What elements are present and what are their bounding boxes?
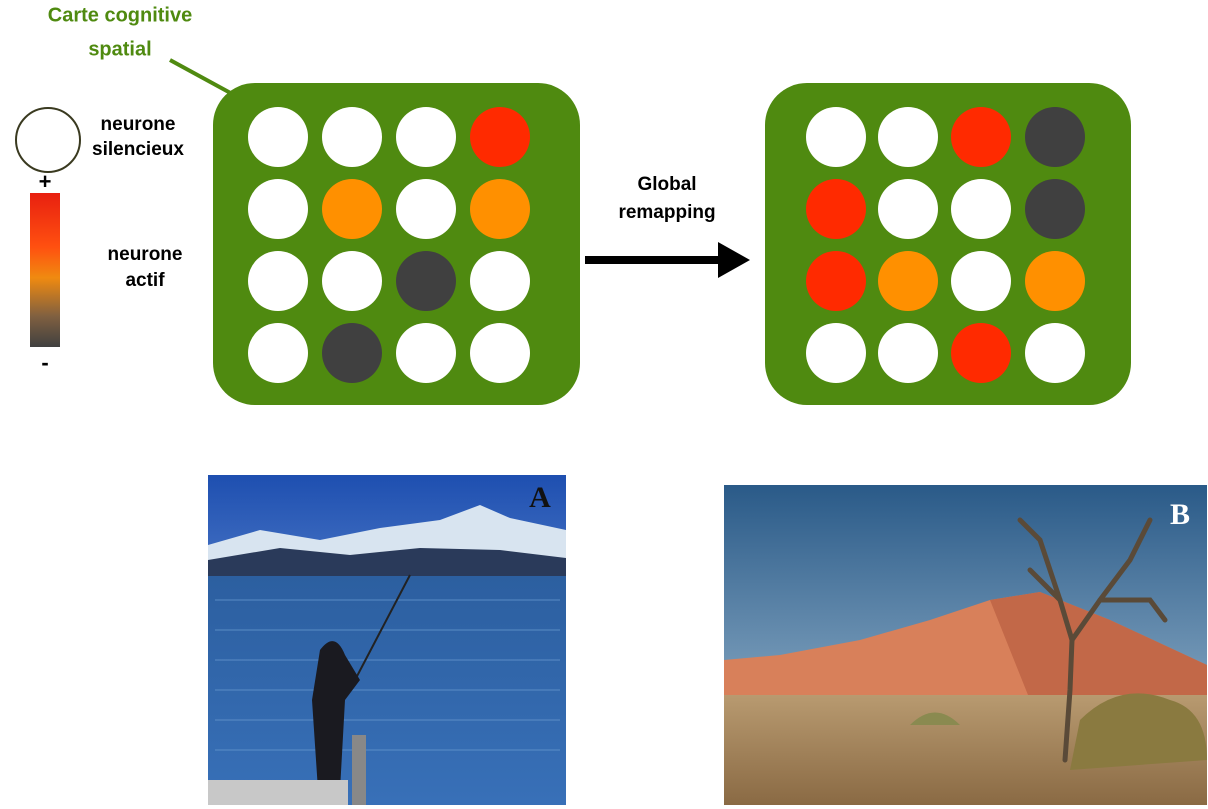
neuron — [322, 323, 382, 383]
activity-scale — [30, 193, 60, 347]
neuron — [951, 179, 1011, 239]
map-label: spatial — [88, 38, 151, 60]
scale-minus: - — [41, 350, 48, 375]
silent-label: neurone — [101, 114, 176, 135]
neuron — [951, 323, 1011, 383]
silent-label: silencieux — [92, 139, 184, 160]
neuron — [1025, 323, 1085, 383]
active-label: actif — [125, 270, 165, 291]
neuron — [806, 179, 866, 239]
neuron — [248, 251, 308, 311]
neuron — [878, 179, 938, 239]
neuron — [470, 323, 530, 383]
neuron — [470, 179, 530, 239]
photo-label: B — [1170, 498, 1190, 531]
neuron — [322, 179, 382, 239]
neuron — [878, 323, 938, 383]
neuron — [806, 251, 866, 311]
neuron — [248, 179, 308, 239]
neuron — [470, 251, 530, 311]
neuron — [951, 251, 1011, 311]
neuron — [396, 323, 456, 383]
neuron — [248, 323, 308, 383]
neuron — [396, 251, 456, 311]
photo-a — [208, 475, 566, 805]
arrow-head — [718, 242, 750, 278]
neuron — [951, 107, 1011, 167]
neuron — [1025, 251, 1085, 311]
neuron — [878, 251, 938, 311]
pointer — [169, 58, 237, 98]
neuron — [878, 107, 938, 167]
neuron — [470, 107, 530, 167]
map-label: Carte cognitive — [48, 4, 192, 26]
photo-label: A — [529, 481, 551, 514]
neuron — [322, 251, 382, 311]
arrow-label: Global — [637, 174, 696, 195]
neuron — [806, 323, 866, 383]
photo-b — [724, 485, 1207, 805]
scale-plus: + — [39, 169, 52, 194]
map-after — [765, 83, 1131, 405]
neuron — [248, 107, 308, 167]
silent-neuron-icon — [15, 107, 81, 173]
arrow-label: remapping — [618, 202, 715, 223]
neuron — [396, 179, 456, 239]
neuron — [806, 107, 866, 167]
neuron — [1025, 107, 1085, 167]
neuron — [396, 107, 456, 167]
active-label: neurone — [108, 244, 183, 265]
neuron — [322, 107, 382, 167]
neuron — [1025, 179, 1085, 239]
